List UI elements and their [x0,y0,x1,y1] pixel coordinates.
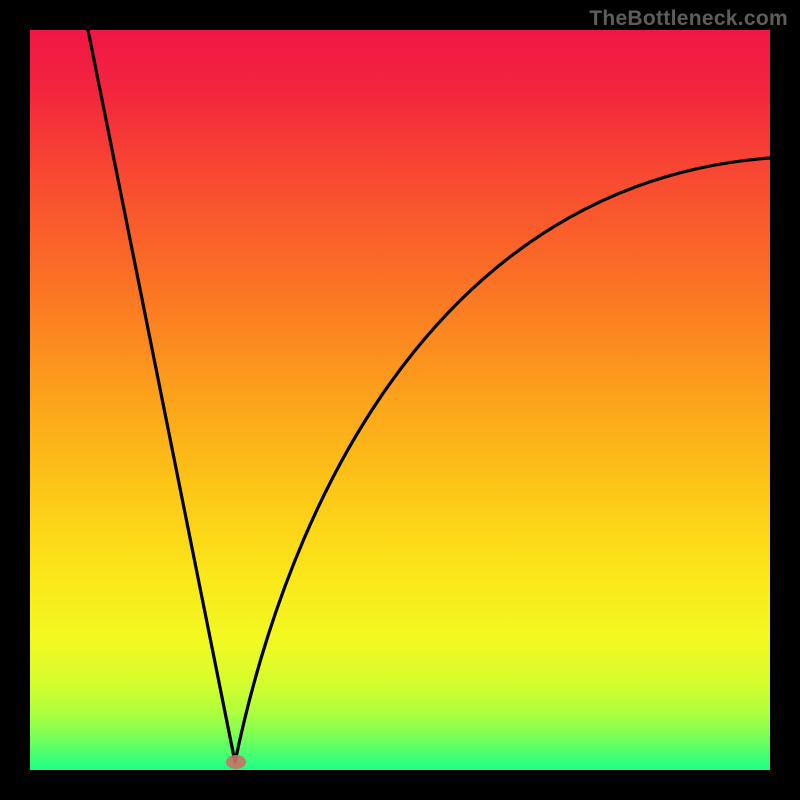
watermark-text: TheBottleneck.com [589,7,788,31]
optimal-point-marker [226,755,246,769]
chart-container: TheBottleneck.com [0,0,800,800]
plot-area [30,30,770,770]
bottleneck-curve [30,30,770,770]
